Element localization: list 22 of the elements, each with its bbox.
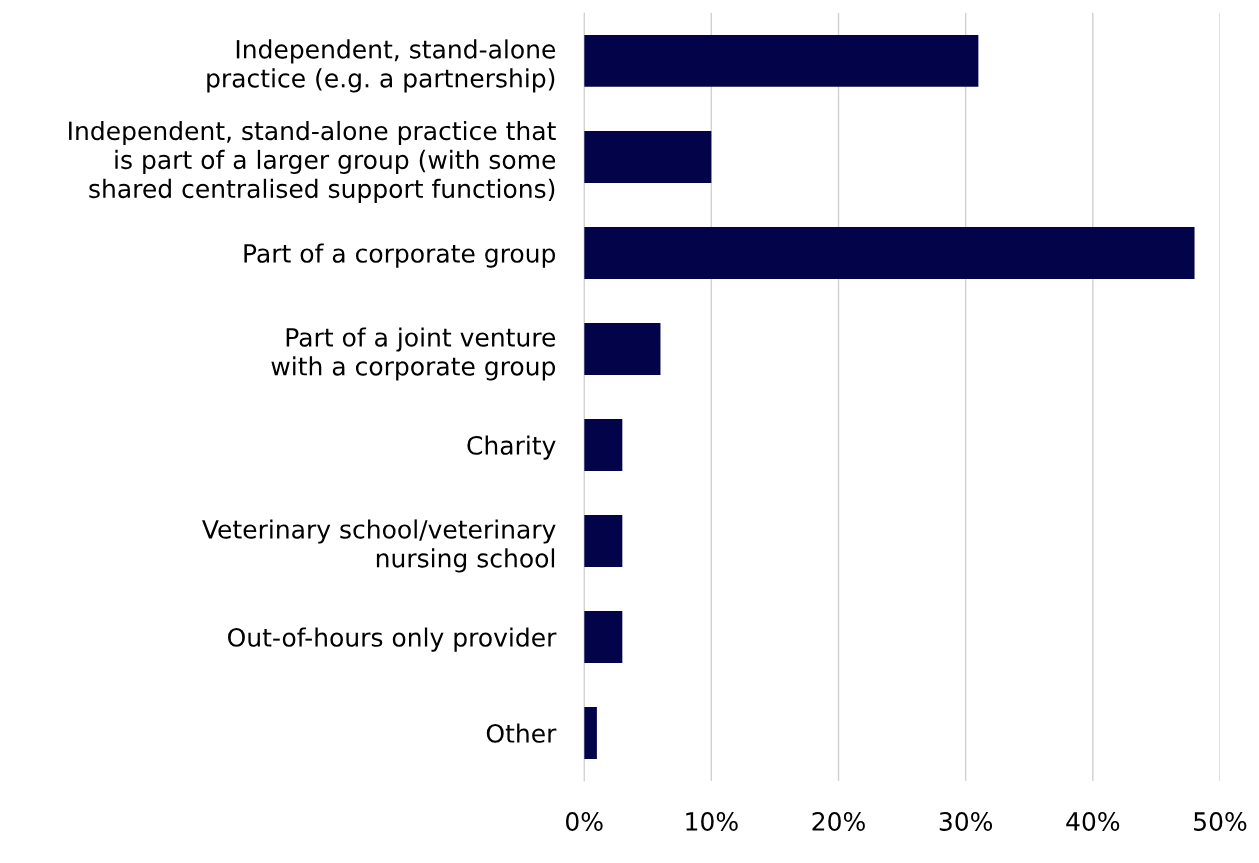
y-tick-label: Independent, stand-alone practice (e.g. a partnership) bbox=[207, 39, 556, 93]
y-tick-label: Independent, stand-alone practice that is part of a larger group (with some shared centralised support functions) bbox=[69, 120, 556, 203]
bar bbox=[584, 227, 1195, 279]
bar bbox=[584, 323, 661, 375]
y-tick-label: Other bbox=[486, 723, 557, 743]
bar bbox=[584, 515, 623, 567]
bar bbox=[584, 707, 597, 759]
x-tick-label: 40% bbox=[1066, 812, 1120, 831]
y-tick-label: Out-of-hours only provider bbox=[228, 627, 557, 652]
y-tick-label: Veterinary school/veterinary nursing school bbox=[202, 519, 556, 573]
x-tick-label: 10% bbox=[686, 812, 738, 831]
x-tick-label: 30% bbox=[939, 812, 993, 831]
bar bbox=[584, 419, 623, 471]
y-tick-label: Part of a joint venture with a corporate group bbox=[271, 327, 556, 381]
x-tick-label: 50% bbox=[1194, 812, 1247, 831]
bar bbox=[584, 611, 623, 663]
x-tick-label: 0% bbox=[565, 812, 603, 831]
y-tick-label: Part of a corporate group bbox=[244, 243, 556, 268]
y-tick-label: Charity bbox=[467, 435, 556, 460]
x-tick-label: 20% bbox=[812, 812, 865, 831]
bar bbox=[584, 131, 712, 183]
bar bbox=[584, 35, 979, 87]
